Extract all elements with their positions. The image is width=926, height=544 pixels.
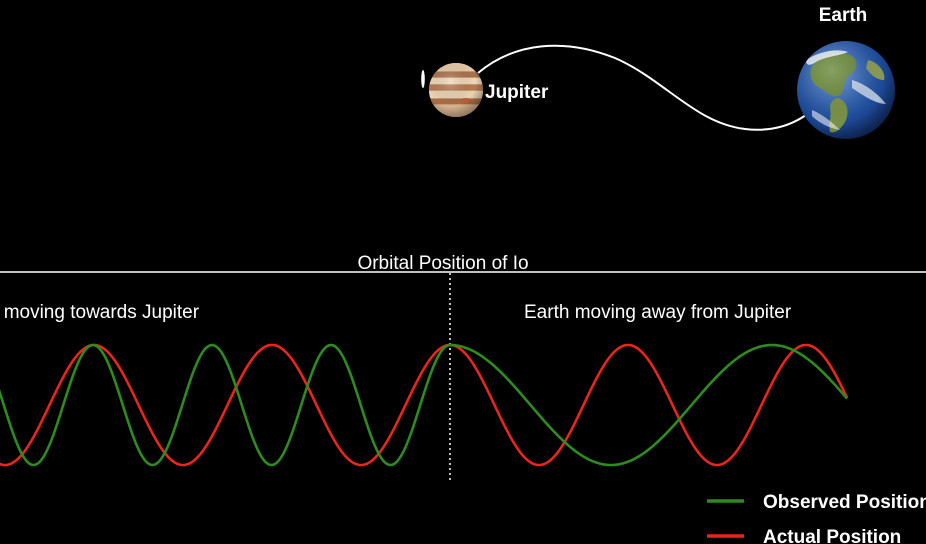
earth-label: Earth <box>819 5 868 26</box>
jupiter-label: Jupiter <box>485 82 549 103</box>
light-path-curve <box>477 44 807 131</box>
actual-position-wave <box>0 343 849 467</box>
legend: Observed Position Actual Position <box>707 492 926 544</box>
observed-position-wave <box>0 343 848 467</box>
axis-title: Orbital Position of Io <box>357 253 528 274</box>
jupiter-planet-icon <box>429 63 483 117</box>
right-section-label: Earth moving away from Jupiter <box>524 302 792 323</box>
legend-label-observed: Observed Position <box>763 492 926 513</box>
earth-globe-icon <box>797 41 895 139</box>
io-moon-icon <box>421 70 425 88</box>
left-section-label: Earth moving towards Jupiter <box>0 302 200 323</box>
legend-label-actual: Actual Position <box>763 527 901 544</box>
